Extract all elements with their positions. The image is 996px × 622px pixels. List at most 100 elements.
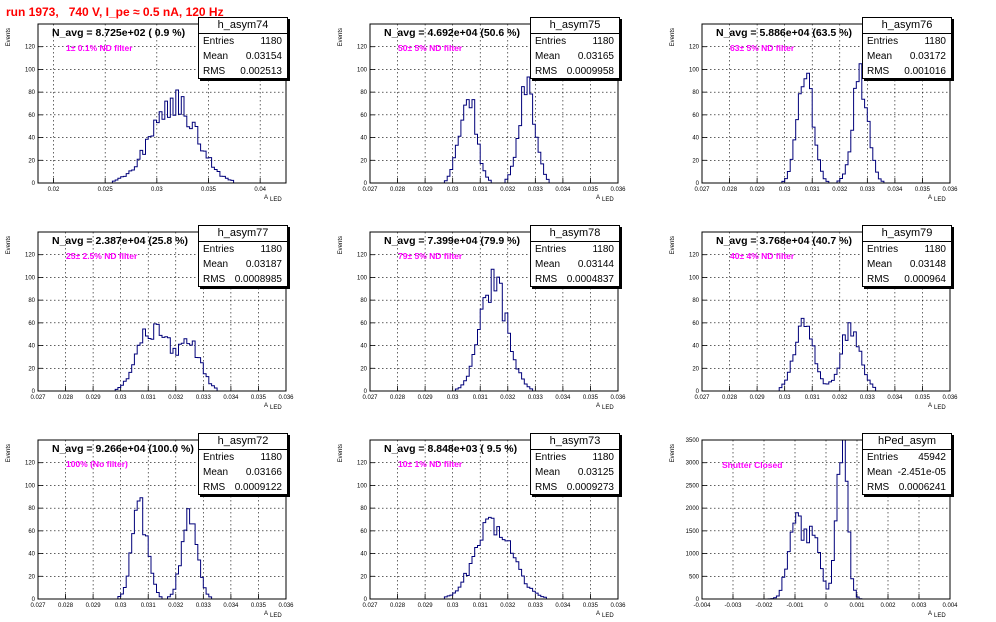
stats-mean-label: Mean <box>203 51 229 62</box>
y-tick-label: 0 <box>364 181 368 187</box>
stats-mean-label: Mean <box>535 51 561 62</box>
stats-mean-value: 0.03187 <box>245 259 282 270</box>
x-tick-label: 0.027 <box>694 187 710 193</box>
x-tick-label: -0.003 <box>724 603 742 609</box>
y-axis-label: Events <box>338 444 344 462</box>
stats-rms-value: 0.0009958 <box>566 66 614 77</box>
stats-mean-row: Mean 0.03187 <box>199 257 287 272</box>
x-tick-label: 0.034 <box>555 187 571 193</box>
n-avg-label: N_avg = 8.848e+03 ( 9.5 %) <box>384 443 518 455</box>
stats-entries-value: 1180 <box>924 244 946 255</box>
stats-box: h_asym76 Entries 1180 Mean 0.03172 RMS 0.00101… <box>862 17 952 79</box>
n-avg-label: N_avg = 5.886e+04 (63.5 %) <box>716 27 853 39</box>
x-axis-label: A <box>596 403 600 409</box>
y-tick-label: 0 <box>696 597 700 603</box>
y-tick-label: 120 <box>25 253 36 259</box>
stats-entries-row: Entries 1180 <box>199 242 287 257</box>
x-axis-label-subscript: LED <box>934 613 946 619</box>
stats-rms-value: 0.002513 <box>240 66 282 77</box>
y-tick-label: 60 <box>692 113 699 119</box>
x-tick-label: 0.028 <box>390 395 406 401</box>
histogram-plot: 0.027 0.028 0.029 0.03 0.031 0.032 0.033 0.034 0… <box>338 439 626 619</box>
stats-mean-label: Mean <box>867 51 893 62</box>
filter-label: 40± 4% ND filter <box>730 251 795 261</box>
x-axis-label: A <box>928 195 932 201</box>
x-tick-label: 0.04 <box>254 187 266 193</box>
stats-box: h_asym75 Entries 1180 Mean 0.03165 RMS 0.00099… <box>530 17 620 79</box>
y-tick-label: 100 <box>357 483 368 489</box>
y-tick-label: 20 <box>360 366 367 372</box>
x-tick-label: 0.028 <box>390 187 406 193</box>
filter-label: 63± 5% ND filter <box>730 43 795 53</box>
stats-entries-label: Entries <box>203 36 235 47</box>
x-tick-label: 0.03 <box>115 603 127 609</box>
histogram-line <box>370 76 618 184</box>
stats-entries-label: Entries <box>867 36 899 47</box>
stats-rms-row: RMS 0.0009958 <box>531 64 619 79</box>
x-axis-label-subscript: LED <box>270 405 282 411</box>
y-tick-label: 40 <box>28 344 35 350</box>
histogram-plot: 0.027 0.028 0.029 0.03 0.031 0.032 0.033 0.034 0… <box>670 231 958 411</box>
stats-box: h_asym79 Entries 1180 Mean 0.03148 RMS 0.00096… <box>862 225 952 287</box>
y-axis-label: Events <box>6 28 12 46</box>
y-axis-label: Events <box>670 444 676 462</box>
histogram-panel-h_asym72: 0.027 0.028 0.029 0.03 0.031 0.032 0.033 0.034 0… <box>6 433 294 619</box>
x-tick-label: 0.02 <box>48 187 60 193</box>
x-axis-label: A <box>264 195 268 201</box>
stats-box: h_asym77 Entries 1180 Mean 0.03187 RMS 0.00089… <box>198 225 288 287</box>
y-tick-label: 40 <box>28 136 35 142</box>
stats-rms-value: 0.0009273 <box>566 482 614 493</box>
x-tick-label: 0.028 <box>390 603 406 609</box>
x-tick-label: 0.033 <box>528 603 544 609</box>
y-tick-label: 120 <box>357 253 368 259</box>
stats-mean-row: Mean 0.03144 <box>531 257 619 272</box>
x-axis-label-subscript: LED <box>934 197 946 203</box>
stats-box-title: h_asym73 <box>531 434 619 450</box>
x-tick-label: 0.027 <box>362 395 378 401</box>
stats-rms-label: RMS <box>867 274 890 285</box>
y-tick-label: 0 <box>364 597 368 603</box>
n-avg-label: N_avg = 4.692e+04 (50.6 %) <box>384 27 521 39</box>
stats-rms-row: RMS 0.001016 <box>863 64 951 79</box>
x-tick-label: 0.003 <box>911 603 927 609</box>
plot-frame <box>701 439 951 600</box>
y-tick-label: 120 <box>689 45 700 51</box>
y-tick-label: 80 <box>692 90 699 96</box>
stats-entries-value: 1180 <box>592 452 614 463</box>
stats-entries-row: Entries 1180 <box>199 34 287 49</box>
x-axis-label-subscript: LED <box>602 197 614 203</box>
stats-mean-value: -2.451e-05 <box>897 467 946 478</box>
x-tick-label: 0.032 <box>168 603 184 609</box>
y-tick-label: 1000 <box>686 552 700 558</box>
stats-entries-label: Entries <box>867 244 899 255</box>
x-tick-label: 0.035 <box>915 395 931 401</box>
x-tick-label: 0.034 <box>887 187 903 193</box>
x-tick-label: -0.002 <box>755 603 773 609</box>
stats-box: h_asym74 Entries 1180 Mean 0.03154 RMS 0.00251… <box>198 17 288 79</box>
stats-entries-label: Entries <box>867 452 899 463</box>
x-tick-label: 0.033 <box>860 187 876 193</box>
x-axis-label-subscript: LED <box>270 613 282 619</box>
stats-entries-value: 45942 <box>918 452 946 463</box>
histogram-line <box>38 89 286 184</box>
x-tick-label: 0.028 <box>722 395 738 401</box>
x-tick-label: 0.029 <box>418 603 434 609</box>
x-tick-label: 0.029 <box>750 395 766 401</box>
histogram-plot: 0.027 0.028 0.029 0.03 0.031 0.032 0.033 0.034 0… <box>338 23 626 203</box>
x-tick-label: 0.03 <box>779 395 791 401</box>
y-tick-label: 80 <box>692 298 699 304</box>
y-tick-label: 80 <box>28 298 35 304</box>
y-tick-label: 60 <box>360 321 367 327</box>
x-tick-label: 0.027 <box>30 603 46 609</box>
y-tick-label: 40 <box>692 344 699 350</box>
histogram-panel-h_asym78: 0.027 0.028 0.029 0.03 0.031 0.032 0.033 0.034 0… <box>338 225 626 411</box>
histogram-line <box>38 323 286 392</box>
y-tick-label: 40 <box>692 136 699 142</box>
stats-rms-label: RMS <box>867 482 890 493</box>
x-axis-label: A <box>928 611 932 617</box>
n-avg-label: N_avg = 9.266e+04 (100.0 %) <box>52 443 194 455</box>
y-tick-label: 100 <box>25 67 36 73</box>
y-tick-label: 0 <box>696 181 700 187</box>
stats-entries-row: Entries 1180 <box>863 34 951 49</box>
x-axis-label: A <box>264 403 268 409</box>
